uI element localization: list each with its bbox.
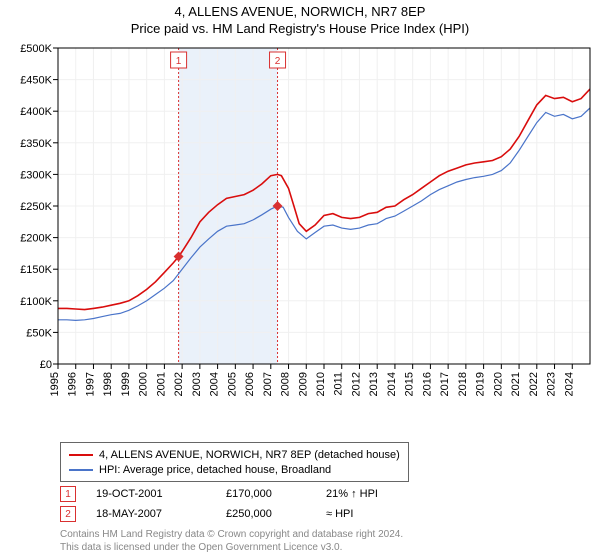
legend-swatch	[69, 454, 93, 456]
svg-text:1998: 1998	[102, 372, 114, 396]
legend-swatch	[69, 469, 93, 471]
sale-date: 18-MAY-2007	[96, 508, 226, 520]
sale-marker: 2	[60, 506, 76, 522]
svg-text:2006: 2006	[244, 372, 256, 396]
legend-label: 4, ALLENS AVENUE, NORWICH, NR7 8EP (deta…	[99, 449, 400, 461]
svg-text:2015: 2015	[404, 372, 416, 396]
title-address: 4, ALLENS AVENUE, NORWICH, NR7 8EP	[0, 4, 600, 19]
sale-pct: 21% ↑ HPI	[326, 488, 426, 500]
svg-text:2019: 2019	[475, 372, 487, 396]
sales-table: 1 19-OCT-2001£170,00021% ↑ HPI 2 18-MAY-200…	[60, 484, 426, 524]
svg-text:2016: 2016	[421, 372, 433, 396]
svg-text:£200K: £200K	[20, 233, 52, 245]
svg-text:2010: 2010	[315, 372, 327, 396]
svg-text:1996: 1996	[67, 372, 79, 396]
svg-text:2014: 2014	[386, 372, 398, 396]
svg-text:2018: 2018	[457, 372, 469, 396]
sale-price: £170,000	[226, 488, 326, 500]
svg-text:2003: 2003	[191, 372, 203, 396]
svg-text:2008: 2008	[280, 372, 292, 396]
footer-line2: This data is licensed under the Open Gov…	[60, 541, 590, 554]
svg-text:2009: 2009	[297, 372, 309, 396]
svg-text:£300K: £300K	[20, 169, 52, 181]
svg-text:2012: 2012	[350, 372, 362, 396]
title-block: 4, ALLENS AVENUE, NORWICH, NR7 8EP Price…	[0, 0, 600, 36]
chart-container: 4, ALLENS AVENUE, NORWICH, NR7 8EP Price…	[0, 0, 600, 560]
footer-attribution: Contains HM Land Registry data © Crown c…	[60, 528, 590, 554]
svg-text:2023: 2023	[546, 372, 558, 396]
sale-row: 1 19-OCT-2001£170,00021% ↑ HPI	[60, 484, 426, 504]
chart-area: £0 £50K £100K £150K £200K £250K £300K £350K £400…	[0, 42, 600, 442]
sale-marker: 1	[60, 486, 76, 502]
svg-text:£350K: £350K	[20, 138, 52, 150]
svg-text:2011: 2011	[333, 372, 345, 396]
svg-text:2017: 2017	[439, 372, 451, 396]
svg-text:2021: 2021	[510, 372, 522, 396]
title-subtitle: Price paid vs. HM Land Registry's House …	[0, 21, 600, 36]
svg-text:£0: £0	[40, 359, 52, 371]
svg-text:2004: 2004	[209, 372, 221, 396]
svg-text:£50K: £50K	[26, 327, 52, 339]
svg-text:£250K: £250K	[20, 201, 52, 213]
svg-text:1: 1	[176, 56, 182, 67]
svg-text:£150K: £150K	[20, 264, 52, 276]
svg-text:1999: 1999	[120, 372, 132, 396]
svg-text:2022: 2022	[528, 372, 540, 396]
svg-text:1997: 1997	[84, 372, 96, 396]
sale-date: 19-OCT-2001	[96, 488, 226, 500]
legend-row: 4, ALLENS AVENUE, NORWICH, NR7 8EP (deta…	[69, 447, 400, 462]
svg-text:2001: 2001	[155, 372, 167, 396]
svg-text:2024: 2024	[563, 372, 575, 396]
chart-svg: £0 £50K £100K £150K £200K £250K £300K £350K £400…	[0, 42, 600, 442]
sale-pct: ≈ HPI	[326, 508, 426, 520]
legend-row: HPI: Average price, detached house, Broa…	[69, 462, 400, 477]
svg-text:2007: 2007	[262, 372, 274, 396]
svg-text:£400K: £400K	[20, 106, 52, 118]
legend-label: HPI: Average price, detached house, Broa…	[99, 464, 331, 476]
legend: 4, ALLENS AVENUE, NORWICH, NR7 8EP (deta…	[60, 442, 409, 482]
svg-text:2002: 2002	[173, 372, 185, 396]
svg-text:1995: 1995	[49, 372, 61, 396]
svg-text:2: 2	[275, 56, 281, 67]
sale-price: £250,000	[226, 508, 326, 520]
footer-line1: Contains HM Land Registry data © Crown c…	[60, 528, 590, 541]
svg-text:2020: 2020	[492, 372, 504, 396]
svg-text:2000: 2000	[138, 372, 150, 396]
svg-text:2013: 2013	[368, 372, 380, 396]
svg-text:2005: 2005	[226, 372, 238, 396]
sale-row: 2 18-MAY-2007£250,000≈ HPI	[60, 504, 426, 524]
svg-text:£100K: £100K	[20, 296, 52, 308]
svg-text:£500K: £500K	[20, 43, 52, 55]
svg-text:£450K: £450K	[20, 75, 52, 87]
